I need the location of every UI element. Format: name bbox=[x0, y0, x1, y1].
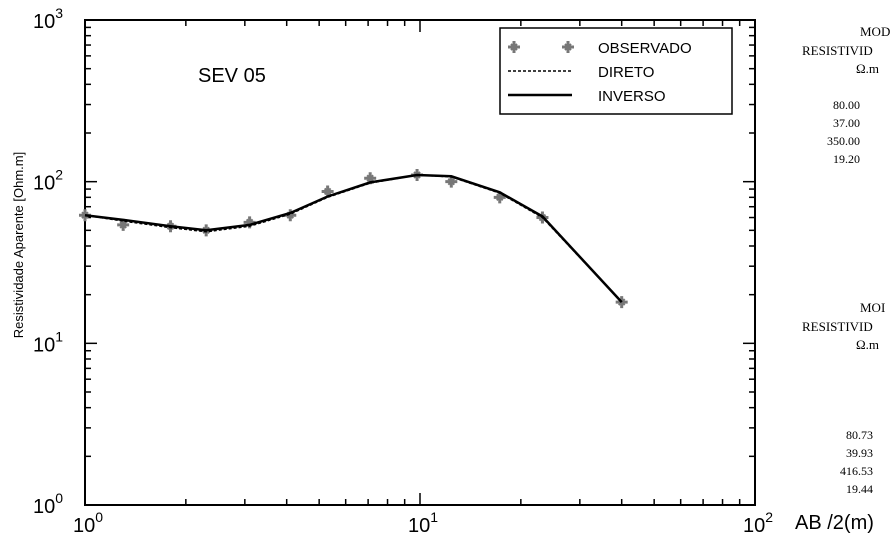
y-tick-label: 101 bbox=[33, 328, 63, 356]
panel-top-value: 37.00 bbox=[833, 116, 860, 131]
panel-bottom-header-3: Ω.m bbox=[856, 337, 879, 353]
inverse-series-line bbox=[85, 175, 622, 302]
panel-bottom-value: 19.44 bbox=[846, 482, 873, 497]
x-axis-label: AB /2(m) bbox=[795, 512, 874, 534]
x-tick-label: 100 bbox=[73, 509, 103, 536]
chart-title: SEV 05 bbox=[198, 65, 266, 87]
legend: OBSERVADO DIRETO INVERSO bbox=[500, 28, 732, 114]
panel-top-value: 80.00 bbox=[833, 98, 860, 113]
x-tick-label: 101 bbox=[408, 509, 438, 536]
panel-top-header-3: Ω.m bbox=[856, 61, 879, 77]
y-axis-label: Resistividade Aparente [Ohm.m] bbox=[11, 152, 26, 338]
y-tick-label: 103 bbox=[33, 5, 63, 33]
panel-bottom-header-2: RESISTIVID bbox=[802, 319, 873, 335]
panel-top-value: 19.20 bbox=[833, 152, 860, 167]
legend-label: DIRETO bbox=[598, 64, 654, 81]
panel-bottom-value: 39.93 bbox=[846, 446, 873, 461]
y-tick-label: 100 bbox=[33, 490, 63, 518]
panel-bottom-value: 80.73 bbox=[846, 428, 873, 443]
direct-series-line bbox=[85, 175, 622, 302]
y-tick-label: 102 bbox=[33, 167, 63, 195]
panel-top-header-2: RESISTIVID bbox=[802, 43, 873, 59]
panel-top-header-1: MOD bbox=[860, 24, 890, 40]
panel-bottom-header-1: MOI bbox=[860, 300, 885, 316]
x-tick-label: 102 bbox=[743, 509, 773, 536]
panel-bottom-value: 416.53 bbox=[840, 464, 873, 479]
legend-label: OBSERVADO bbox=[598, 40, 692, 57]
panel-top-value: 350.00 bbox=[827, 134, 860, 149]
legend-label: INVERSO bbox=[598, 88, 666, 105]
series-layer bbox=[79, 169, 628, 308]
